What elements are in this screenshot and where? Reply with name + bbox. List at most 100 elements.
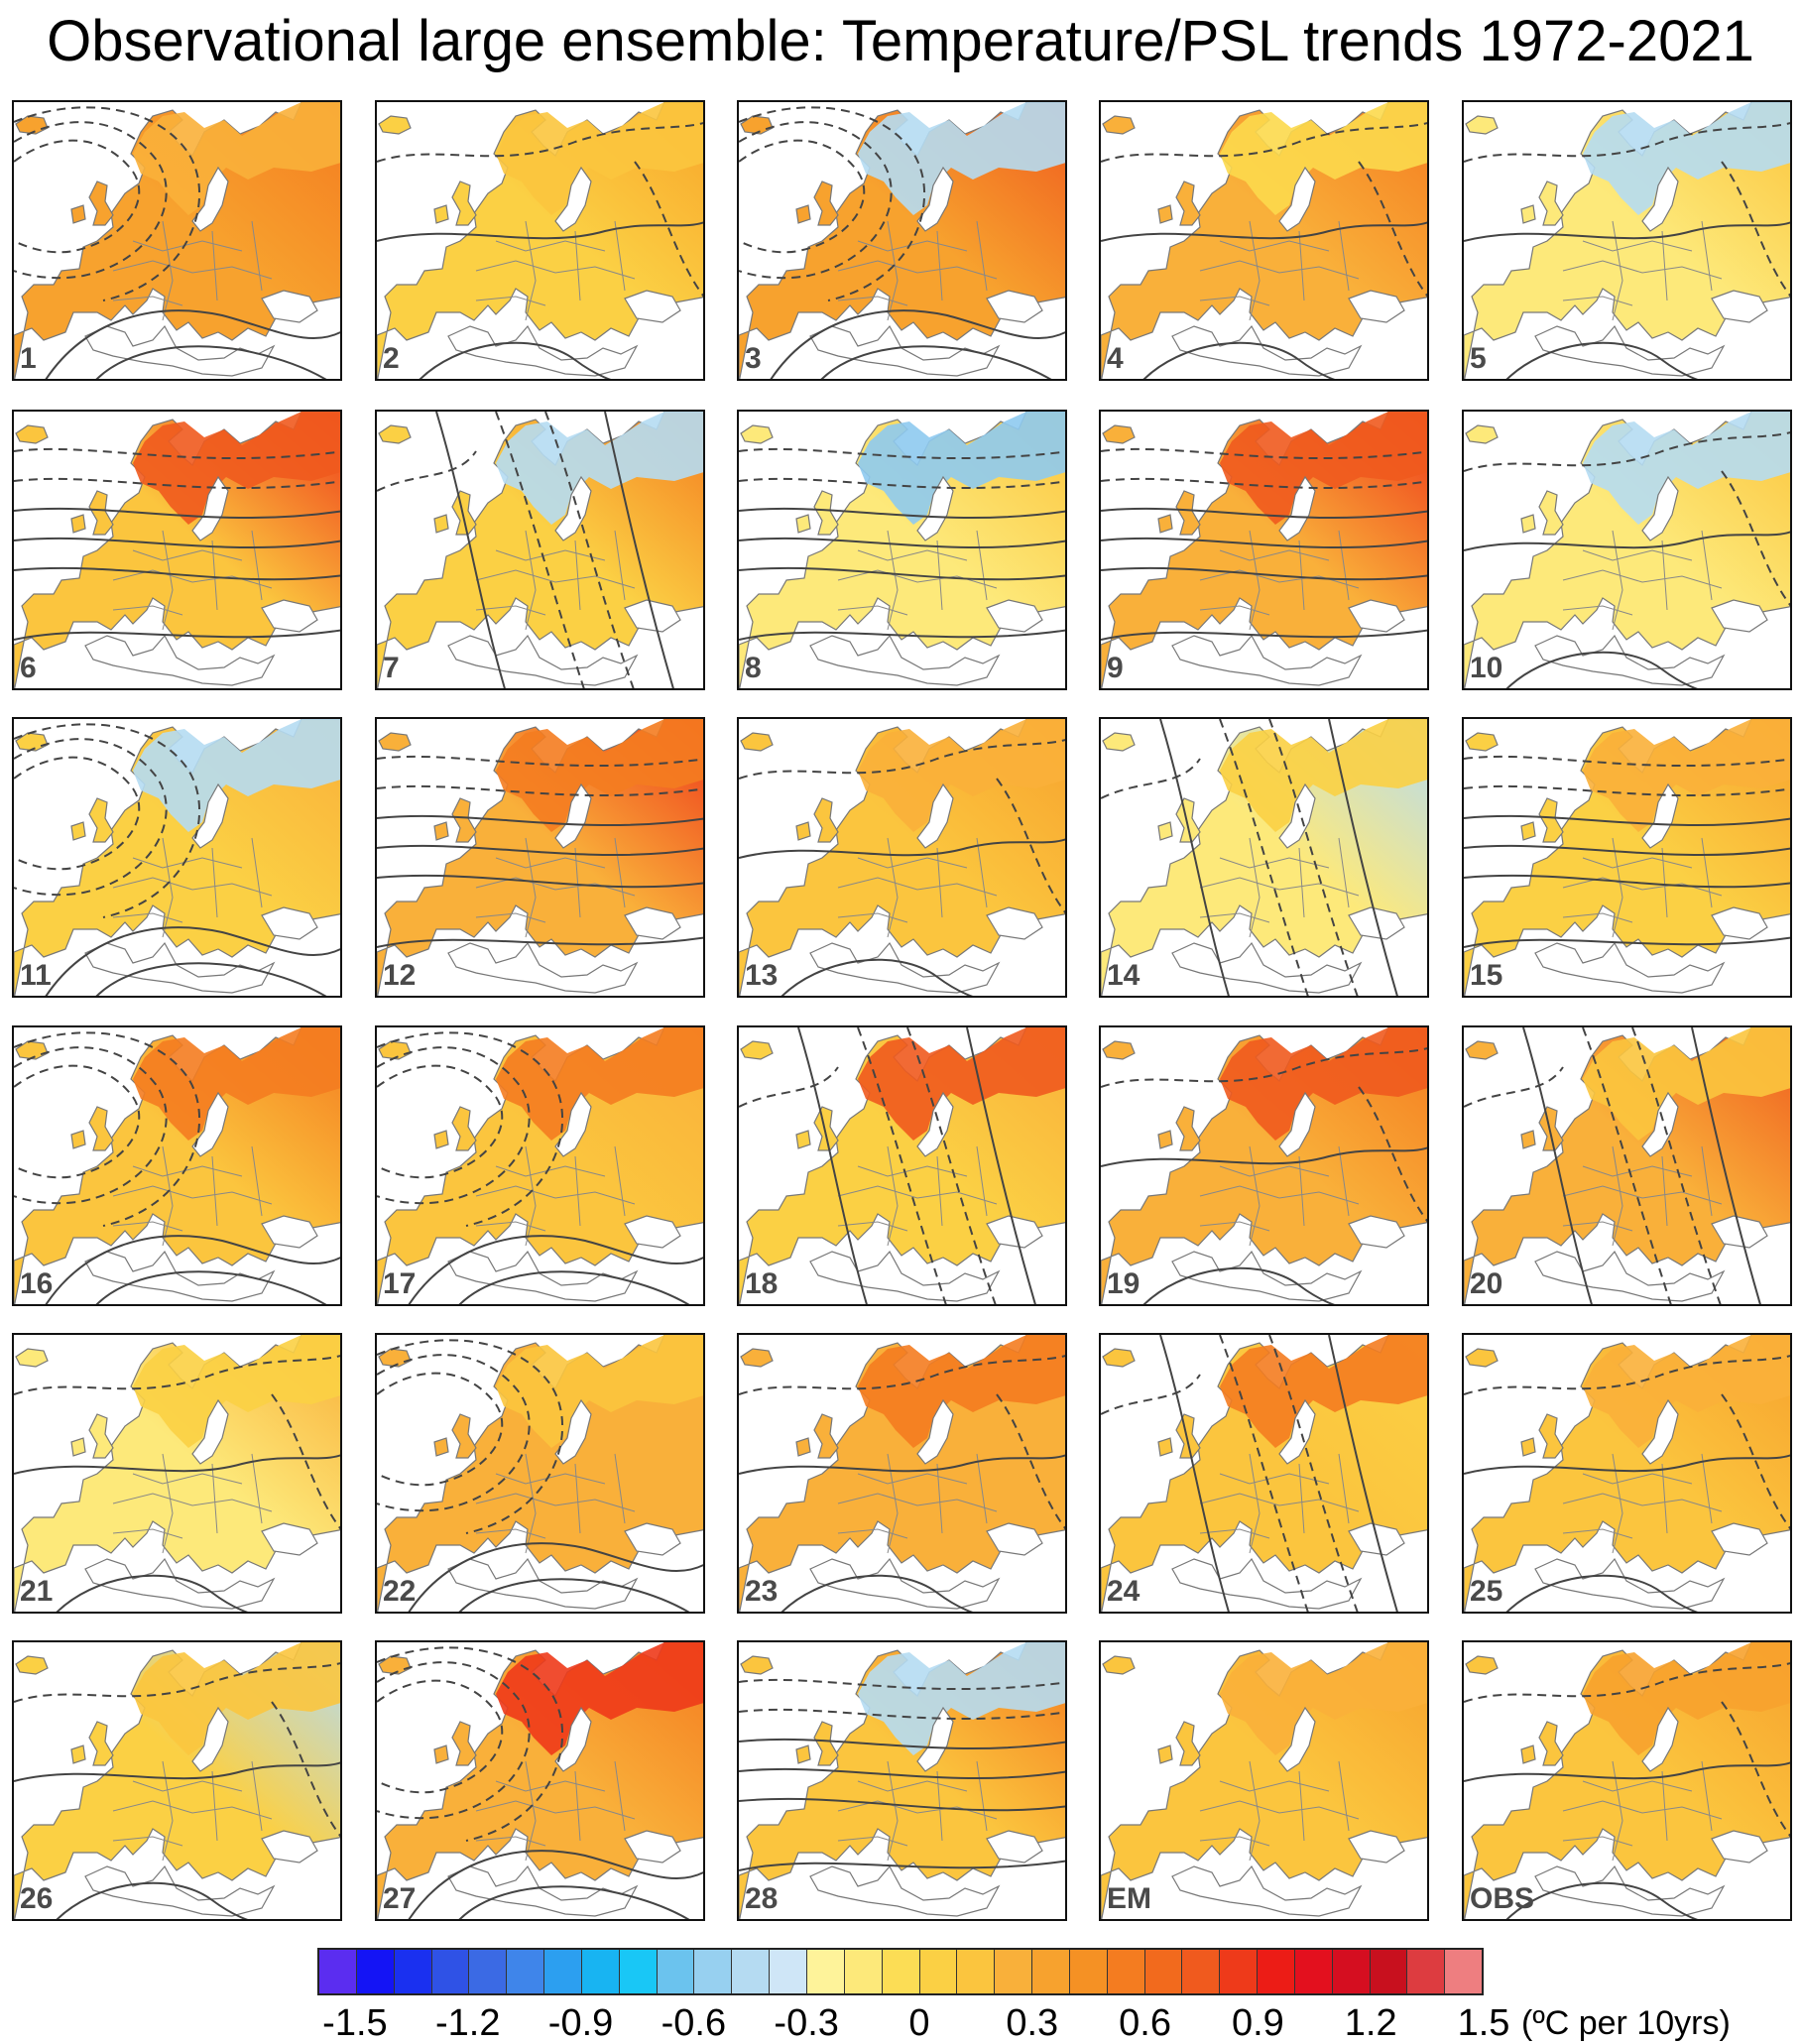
psl-contour-positive xyxy=(458,1270,690,1304)
panel-label: 5 xyxy=(1470,342,1487,375)
northern-region xyxy=(496,102,703,215)
map-panel: 17 xyxy=(375,1025,705,1306)
psl-contour-positive xyxy=(739,566,1065,581)
psl-contour-negative xyxy=(739,447,1065,460)
northern-region xyxy=(133,1642,340,1755)
psl-contour-positive xyxy=(408,1542,703,1612)
northern-region xyxy=(496,1027,703,1141)
psl-contour-negative xyxy=(739,106,926,301)
colorbar-segment xyxy=(806,1950,845,1993)
psl-contour-positive xyxy=(419,341,612,379)
psl-contour-negative xyxy=(14,723,201,918)
northern-region xyxy=(858,1027,1065,1141)
colorbar-segment xyxy=(1107,1950,1145,1993)
panel-label: 26 xyxy=(20,1882,54,1915)
psl-contour-negative xyxy=(1721,1701,1790,1838)
panel-label: 6 xyxy=(20,652,37,684)
colorbar-segment xyxy=(995,1950,1033,1993)
psl-contour-positive xyxy=(408,1850,703,1919)
psl-contour-negative xyxy=(1721,1393,1790,1530)
psl-contour-negative xyxy=(1464,121,1790,163)
psl-contour-positive xyxy=(1464,221,1790,242)
psl-contour-positive xyxy=(1464,531,1790,551)
psl-contour-positive xyxy=(377,221,703,242)
panel-label: 20 xyxy=(1470,1267,1503,1300)
psl-contour-positive xyxy=(1464,1454,1790,1475)
psl-contour-positive xyxy=(770,309,1065,379)
europe-map xyxy=(377,719,703,996)
psl-contour-positive xyxy=(14,566,340,581)
colorbar-segment xyxy=(1294,1950,1333,1993)
psl-contour-negative xyxy=(271,1701,340,1838)
psl-contour-negative xyxy=(377,784,703,797)
map-panel: 8 xyxy=(737,410,1067,690)
map-panel: 22 xyxy=(375,1333,705,1614)
psl-contour-negative xyxy=(1721,470,1790,607)
psl-contour-positive xyxy=(95,1270,327,1304)
psl-contour-negative xyxy=(544,412,635,688)
psl-contour-negative xyxy=(377,1679,504,1794)
psl-contour-positive xyxy=(1522,1027,1593,1304)
psl-contour-negative xyxy=(377,755,703,768)
colorbar-segment xyxy=(356,1950,395,1993)
europe-map xyxy=(377,412,703,688)
colorbar-segment xyxy=(1144,1950,1183,1993)
europe-map xyxy=(1101,1027,1427,1304)
psl-contour-negative xyxy=(739,477,1065,490)
map-panel: 2 xyxy=(375,100,705,381)
colorbar-tick-label: 0.6 xyxy=(1119,2002,1171,2044)
psl-contour-negative xyxy=(1101,1046,1427,1088)
colorbar-segment xyxy=(1069,1950,1108,1993)
colorbar-segment xyxy=(844,1950,883,1993)
psl-contour-positive xyxy=(1691,1027,1761,1304)
panel-label: OBS xyxy=(1470,1882,1535,1915)
northern-region xyxy=(1220,412,1427,525)
psl-contour-negative xyxy=(377,1646,564,1842)
psl-contour-negative xyxy=(1464,784,1790,797)
psl-contour-negative xyxy=(1582,1027,1672,1304)
map-panel: 24 xyxy=(1099,1333,1429,1614)
map-panel: 4 xyxy=(1099,100,1429,381)
panel-grid: 1 2 3 4 5 6 7 8 9 10 11 12 13 14 15 16 17 18 19 20 21 22 23 24 2… xyxy=(12,100,1792,1921)
psl-contour-negative xyxy=(1721,161,1790,298)
psl-contour-negative xyxy=(634,161,703,298)
panel-label: 24 xyxy=(1107,1575,1141,1608)
psl-contour-negative xyxy=(14,1354,340,1395)
colorbar-tick-label: -1.2 xyxy=(434,2002,501,2044)
colorbar-tick-label: -0.6 xyxy=(660,2002,727,2044)
psl-contour-negative xyxy=(996,1393,1065,1530)
psl-contour-positive xyxy=(1505,1574,1699,1612)
psl-contour-positive xyxy=(458,1885,690,1919)
psl-contour-negative xyxy=(14,139,141,254)
psl-contour-positive xyxy=(377,936,703,948)
northern-region xyxy=(1220,102,1427,215)
panel-label: 27 xyxy=(383,1882,417,1915)
psl-contour-negative xyxy=(377,1372,504,1487)
panel-label: EM xyxy=(1107,1882,1151,1915)
colorbar-tick-label: 0.3 xyxy=(1006,2002,1059,2044)
europe-map xyxy=(14,1027,340,1304)
colorbar-segment xyxy=(394,1950,432,1993)
northern-region xyxy=(1220,1027,1427,1141)
psl-contour-positive xyxy=(739,1860,1065,1871)
map-panel: 18 xyxy=(737,1025,1067,1306)
colorbar-segment xyxy=(544,1950,582,1993)
colorbar-segment xyxy=(732,1950,771,1993)
panel-label: 10 xyxy=(1470,652,1503,684)
northern-region xyxy=(133,102,340,215)
psl-contour-positive xyxy=(1505,341,1699,379)
map-panel: 12 xyxy=(375,717,705,998)
northern-region xyxy=(133,1027,340,1141)
map-panel: 13 xyxy=(737,717,1067,998)
panel-label: 22 xyxy=(383,1575,417,1608)
colorbar-segment xyxy=(919,1950,958,1993)
colorbar-segment xyxy=(469,1950,508,1993)
psl-contour-negative xyxy=(1101,758,1201,799)
psl-contour-positive xyxy=(458,1578,690,1612)
psl-contour-positive xyxy=(45,309,340,379)
colorbar-segment xyxy=(319,1950,357,1993)
psl-contour-positive xyxy=(14,629,340,641)
europe-map xyxy=(1464,1642,1790,1919)
colorbar-segment xyxy=(882,1950,920,1993)
northern-region xyxy=(1220,1642,1427,1755)
